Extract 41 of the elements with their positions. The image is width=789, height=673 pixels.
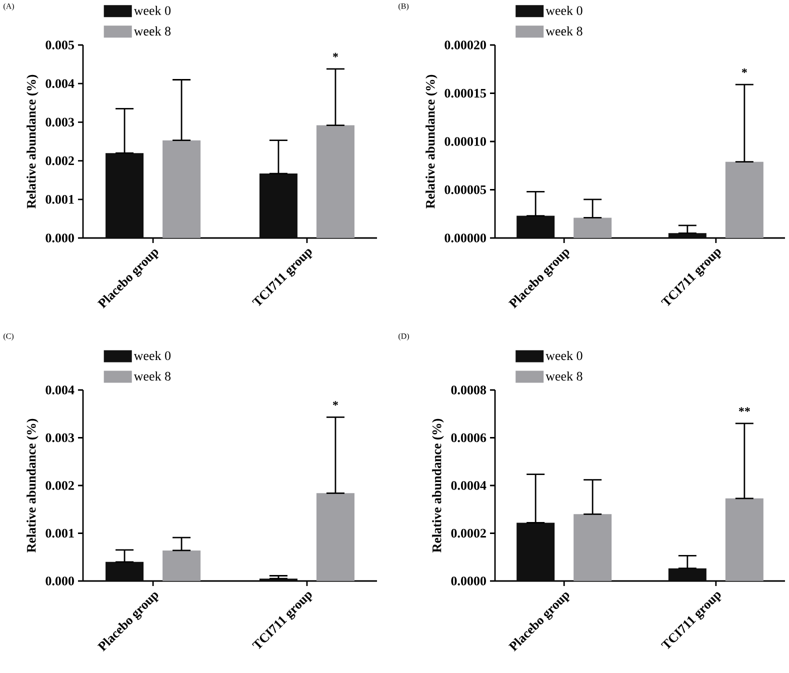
y-tick-label: 0.0000 — [451, 576, 486, 586]
legend-label: week 0 — [546, 350, 582, 360]
legend-label: week 8 — [546, 371, 582, 381]
legend-label: week 0 — [134, 6, 171, 16]
text: (B) — [398, 3, 409, 10]
annotation: ** — [738, 407, 750, 412]
y-tick-label: 0.00020 — [444, 40, 486, 50]
y-tick-label: 0.0002 — [451, 528, 486, 538]
legend-label: week 8 — [134, 371, 171, 381]
y-tick-label: 0.002 — [46, 481, 74, 490]
y-tick-label: 0.001 — [46, 528, 74, 538]
legend-label: week 8 — [546, 26, 582, 36]
legend-label: week 0 — [546, 6, 582, 16]
text: (A) — [4, 3, 14, 10]
y-axis-title: Relative abundance (%) — [26, 74, 38, 208]
y-tick-label: 0.0006 — [451, 433, 486, 442]
legend-label: week 0 — [134, 350, 171, 360]
y-axis-title: Relative abundance (%) — [432, 418, 444, 552]
legend-label: week 8 — [134, 26, 171, 36]
y-tick-label: 0.001 — [46, 194, 74, 204]
y-axis-title: Relative abundance (%) — [26, 418, 38, 552]
text: (C) — [4, 333, 14, 340]
y-tick-label: 0.0008 — [451, 386, 486, 394]
y-tick-label: 0.00000 — [444, 234, 486, 242]
annotation: * — [332, 52, 338, 58]
y-tick-label: 0.00005 — [444, 185, 486, 194]
y-tick-label: 0.003 — [46, 118, 74, 127]
y-tick-label: 0.000 — [46, 576, 74, 586]
y-tick-label: 0.003 — [46, 433, 74, 442]
y-tick-label: 0.004 — [46, 79, 74, 88]
y-axis-title: Relative abundance (%) — [426, 74, 438, 208]
y-tick-label: 0.00010 — [444, 137, 486, 146]
y-tick-label: 0.005 — [46, 40, 74, 50]
y-tick-label: 0.004 — [46, 386, 74, 394]
annotation: * — [332, 401, 338, 406]
y-tick-label: 0.0004 — [451, 481, 486, 490]
y-tick-label: 0.000 — [46, 234, 74, 242]
y-tick-label: 0.002 — [46, 156, 74, 166]
annotation: * — [742, 68, 747, 73]
y-tick-label: 0.00015 — [444, 88, 486, 98]
text: (D) — [398, 333, 409, 340]
